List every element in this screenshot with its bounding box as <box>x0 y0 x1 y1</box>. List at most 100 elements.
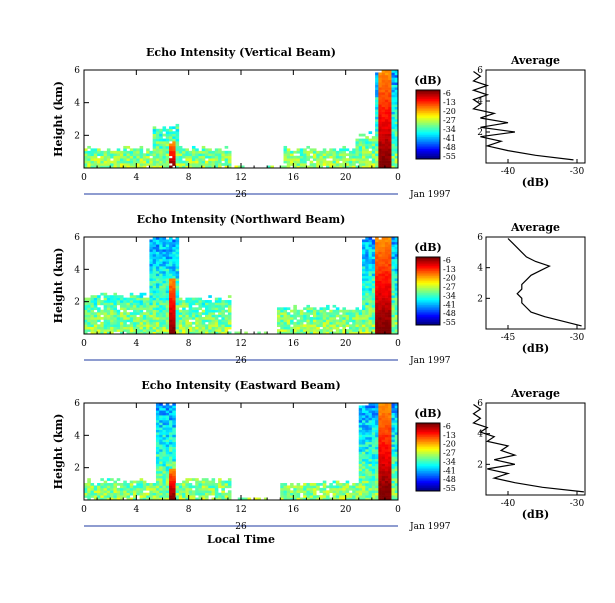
heatmap-cell <box>208 160 212 164</box>
heatmap-cell <box>97 158 101 161</box>
heatmap-cell <box>214 495 219 498</box>
heatmap-cell <box>299 485 304 489</box>
heatmap-cell <box>214 300 219 303</box>
heatmap-cell <box>378 143 382 147</box>
heatmap-cell <box>378 475 382 479</box>
heatmap-cell <box>201 487 206 491</box>
heatmap-cell <box>316 321 320 325</box>
heatmap-cell <box>152 283 157 286</box>
heatmap-cell <box>185 492 189 496</box>
heatmap-cell <box>162 473 167 477</box>
heatmap-cell <box>155 444 160 447</box>
heatmap-cell <box>391 251 396 255</box>
heatmap-cell <box>283 487 288 491</box>
heatmap-cell <box>388 119 392 122</box>
heatmap-cell <box>381 96 386 100</box>
heatmap-cell <box>152 497 157 501</box>
heatmap-cell <box>296 321 301 325</box>
heatmap-cell <box>362 475 366 479</box>
heatmap-cell <box>185 297 189 301</box>
heatmap-cell <box>172 480 176 484</box>
heatmap-cell <box>178 329 183 332</box>
heatmap-cell <box>178 495 183 498</box>
heatmap-cell <box>175 155 180 159</box>
heatmap-cell <box>371 158 376 161</box>
heatmap-cell <box>303 317 307 320</box>
heatmap-cell <box>306 324 310 328</box>
heatmap-cell <box>162 436 167 440</box>
heatmap-cell <box>165 480 170 484</box>
heatmap-cell <box>90 495 95 498</box>
heatmap-cell <box>201 321 206 325</box>
heatmap-cell <box>110 163 114 166</box>
heatmap-cell <box>388 329 392 332</box>
heatmap-cell <box>195 329 199 332</box>
heatmap-cell <box>87 487 91 491</box>
heatmap-cell <box>175 153 180 157</box>
heatmap-cell <box>87 490 91 494</box>
heatmap-cell <box>169 244 173 247</box>
heatmap-cell <box>352 492 356 496</box>
heatmap-cell <box>358 158 363 161</box>
heatmap-cell <box>133 326 137 330</box>
heatmap-cell <box>384 99 389 103</box>
heatmap-cell <box>394 72 399 76</box>
heatmap-cell <box>172 249 176 252</box>
heatmap-cell <box>391 128 396 132</box>
colorbar-tick-label: -27 <box>443 283 456 292</box>
heatmap-cell <box>136 307 140 311</box>
heatmap-cell <box>381 458 386 462</box>
heatmap-cell <box>224 319 229 323</box>
heatmap-cell <box>103 490 108 494</box>
heatmap-cell <box>306 329 310 332</box>
heatmap-cell <box>188 309 193 313</box>
heatmap-cell <box>159 297 163 301</box>
heatmap-cell <box>152 317 157 320</box>
heatmap-cell <box>178 326 183 330</box>
heatmap-cell <box>375 145 379 149</box>
heatmap-cell <box>159 253 163 257</box>
heatmap-cell <box>155 427 160 430</box>
heatmap-cell <box>394 329 399 332</box>
heatmap-cell <box>165 427 170 430</box>
heatmap-cell <box>375 87 379 90</box>
heatmap-cell <box>113 304 118 308</box>
heatmap-cell <box>293 326 297 330</box>
heatmap-cell <box>123 160 127 164</box>
heatmap-cell <box>365 297 369 301</box>
heatmap-cell <box>378 468 382 472</box>
colorbar-step <box>416 93 440 96</box>
heatmap-cell <box>146 485 150 489</box>
heatmap-cell <box>358 434 363 438</box>
heatmap-cell <box>195 485 199 489</box>
heatmap-cell <box>293 321 297 325</box>
heatmap-cell <box>116 321 121 325</box>
heatmap-cell <box>185 300 189 303</box>
heatmap-cell <box>103 483 108 486</box>
heatmap-cell <box>172 155 176 159</box>
heatmap-cell <box>391 432 396 435</box>
heatmap-cell <box>155 292 160 296</box>
heatmap-cell <box>165 422 170 426</box>
heatmap-cell <box>169 458 173 462</box>
heatmap-cell <box>106 326 111 330</box>
heatmap-cell <box>103 150 108 154</box>
heatmap-cell <box>345 312 350 315</box>
x-tick-label: 12 <box>235 505 246 515</box>
heatmap-cell <box>375 128 379 132</box>
heatmap-cell <box>394 424 399 428</box>
heatmap-cell <box>152 292 157 296</box>
heatmap-cell <box>224 153 229 157</box>
heatmap-cell <box>165 470 170 474</box>
heatmap-cell <box>113 155 118 159</box>
heatmap-cell <box>358 490 363 494</box>
heatmap-cell <box>388 429 392 433</box>
heatmap-cell <box>322 326 327 330</box>
heatmap-cell <box>378 441 382 445</box>
heatmap-cell <box>165 444 170 447</box>
heatmap-cell <box>100 487 104 491</box>
heatmap-cell <box>371 483 376 486</box>
heatmap-cell <box>87 160 91 164</box>
heatmap-cell <box>129 312 134 315</box>
colorbar-step <box>416 284 440 287</box>
